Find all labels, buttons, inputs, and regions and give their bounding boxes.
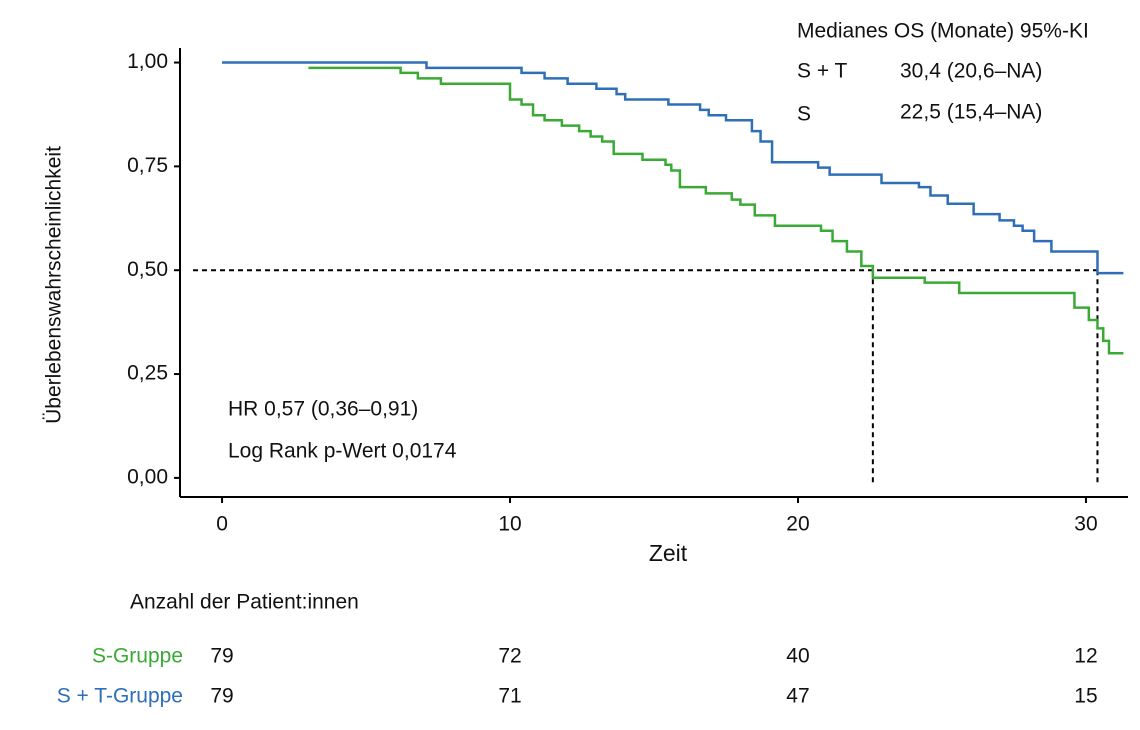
median-row-value: 22,5 (15,4–NA): [900, 101, 1042, 124]
x-tick-label: 0: [216, 513, 228, 536]
y-tick-label: 0,00: [127, 465, 168, 488]
x-tick-label: 30: [1074, 513, 1097, 536]
x-tick-label: 10: [498, 513, 521, 536]
risk-table-title: Anzahl der Patient:innen: [130, 591, 359, 614]
risk-row-label: S-Gruppe: [92, 645, 183, 668]
median-row-label: S + T: [797, 60, 848, 83]
risk-count: 40: [786, 645, 809, 668]
x-tick-label: 20: [786, 513, 809, 536]
median-row-value: 30,4 (20,6–NA): [900, 60, 1042, 83]
risk-count: 79: [210, 645, 233, 668]
risk-count: 71: [498, 685, 521, 708]
y-tick-label: 1,00: [127, 50, 168, 73]
risk-count: 15: [1074, 685, 1097, 708]
risk-count: 72: [498, 645, 521, 668]
annotation: HR 0,57 (0,36–0,91): [228, 398, 418, 421]
survival-curve: [222, 61, 1124, 275]
x-axis-label: Zeit: [649, 540, 688, 566]
survival-curve: [308, 66, 1124, 355]
median-row-label: S: [797, 103, 811, 126]
risk-row-label: S + T-Gruppe: [57, 685, 183, 708]
risk-count: 12: [1074, 645, 1097, 668]
y-tick-label: 0,75: [127, 154, 168, 177]
y-tick-label: 0,50: [127, 258, 168, 281]
risk-count: 79: [210, 685, 233, 708]
y-axis-label: Überlebenswahrscheinlichkeit: [43, 146, 66, 424]
y-tick-label: 0,25: [127, 362, 168, 385]
annotation: Log Rank p-Wert 0,0174: [228, 440, 457, 463]
risk-count: 47: [786, 685, 809, 708]
median-table-title: Medianes OS (Monate) 95%-KI: [797, 20, 1089, 43]
